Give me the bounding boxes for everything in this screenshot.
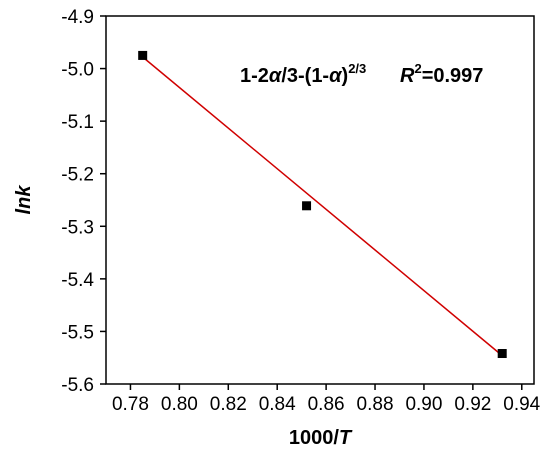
y-tick-label: -5.2 [61,165,94,186]
x-axis-label: 1000/T [289,427,353,449]
x-tick-label: 0.90 [405,394,442,415]
y-tick-label: -4.9 [61,7,94,28]
data-point [302,201,312,211]
data-point [138,50,148,60]
y-tick-label: -5.3 [61,217,94,238]
y-tick-label: -5.5 [61,322,94,343]
y-axis-label: lnk [13,185,35,215]
data-points [138,50,507,359]
fit-line-group [142,56,503,357]
x-tick-label: 0.92 [454,394,491,415]
y-tick-label: -5.4 [61,270,94,291]
x-tick-label: 0.86 [308,394,345,415]
data-point [497,349,507,359]
r-squared-annotation: R2=0.997 [400,61,483,87]
x-tick-label: 0.94 [503,394,540,415]
y-axis: -4.9 -5.0 -5.1 -5.2 -5.3 -5.4 -5.5 -5.6 [61,7,106,396]
fit-line [142,56,503,357]
model-annotation: 1-2α/3-(1-α)2/3 [240,61,366,87]
x-tick-label: 0.80 [161,394,198,415]
x-axis: 0.78 0.80 0.82 0.84 0.86 0.88 0.90 0.92 0.94 [112,384,541,415]
y-tick-label: -5.6 [61,375,94,396]
x-tick-label: 0.84 [259,394,296,415]
y-tick-label: -5.1 [61,112,94,133]
plot-area [105,15,535,385]
y-tick-label: -5.0 [61,60,94,81]
x-tick-label: 0.82 [210,394,247,415]
x-tick-label: 0.88 [357,394,394,415]
x-tick-label: 0.78 [112,394,149,415]
